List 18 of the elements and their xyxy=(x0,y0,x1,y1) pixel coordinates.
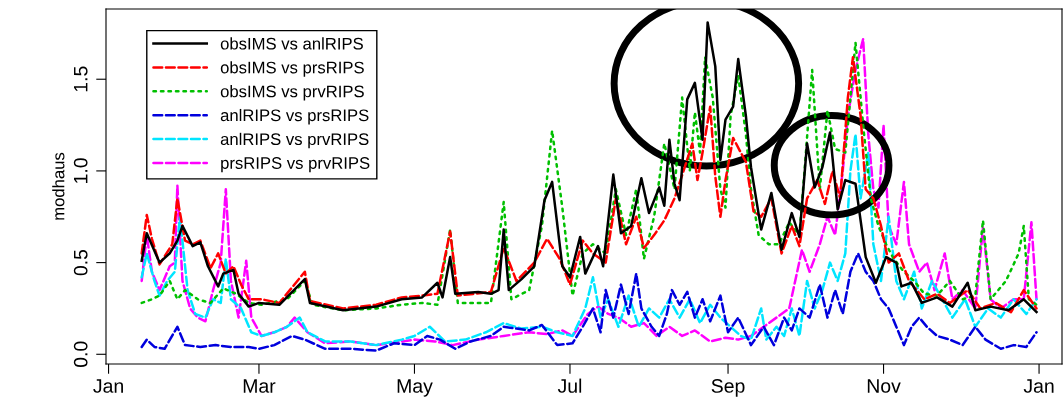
x-tick-label: Sep xyxy=(711,379,745,397)
legend-label: obsIMS vs prsRIPS xyxy=(220,61,364,77)
y-tick-label: 1.0 xyxy=(73,158,88,183)
x-tick-label: Jul xyxy=(557,378,582,393)
x-tick-label: Jan xyxy=(1023,379,1054,393)
y-axis-title: modhaus xyxy=(52,152,65,220)
legend-label: prsRIPS vs prvRIPS xyxy=(221,157,370,173)
legend-label: anlRIPS vs prsRIPS xyxy=(220,108,369,125)
legend-label: obsIMS vs prvRIPS xyxy=(220,85,364,101)
legend-label: obsIMS vs anlRIPS xyxy=(220,37,363,50)
x-tick-label: Jan xyxy=(93,379,123,393)
x-tick-label: May xyxy=(397,379,433,397)
x-tick-label: Nov xyxy=(867,379,901,393)
legend-label: anlRIPS vs prvRIPS xyxy=(220,132,369,149)
y-tick-label: 1.5 xyxy=(74,66,88,92)
y-tick-label: 0.5 xyxy=(73,249,88,276)
x-tick-label: Mar xyxy=(243,379,276,393)
y-tick-label: 0.0 xyxy=(73,341,88,368)
